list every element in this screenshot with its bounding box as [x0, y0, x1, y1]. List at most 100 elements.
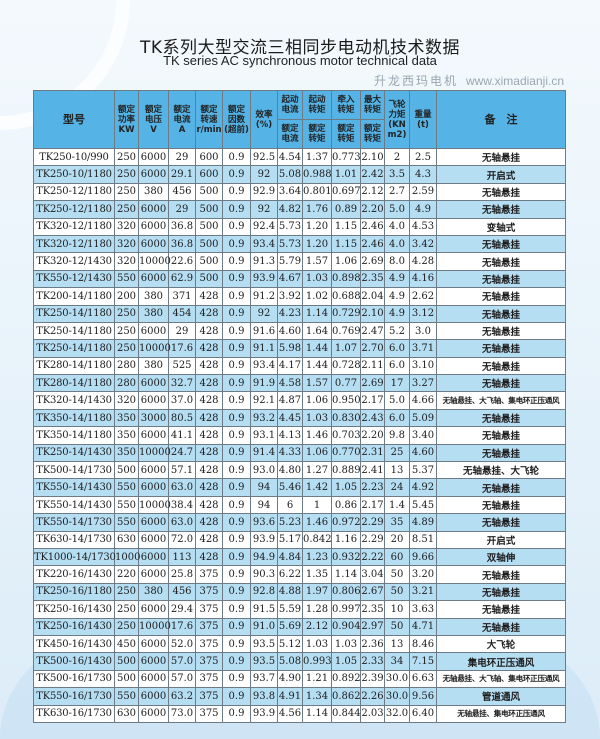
cell-power: 500	[114, 669, 139, 689]
cell-efficiency: 92	[250, 200, 278, 219]
cell-max-torque-ratio: 2.47	[360, 321, 385, 341]
cell-max-torque-ratio: 2.29	[360, 530, 385, 549]
cell-max-torque-ratio: 2.46	[360, 234, 385, 254]
cell-voltage: 380	[138, 182, 169, 202]
cell-model: TK550-14/1430	[33, 495, 115, 515]
header-power-factor: 额定 因数 (超前)	[222, 90, 251, 149]
cell-power-factor: 0.9	[222, 287, 251, 306]
cell-current: 63.0	[168, 478, 196, 497]
cell-remark: 无轴悬挂	[436, 426, 566, 445]
cell-power: 250	[114, 600, 139, 619]
header-line: 起动	[308, 95, 326, 105]
cell-current: 73.0	[168, 704, 196, 723]
cell-flywheel-moment: 30.0	[384, 687, 410, 706]
cell-max-torque-ratio: 2.03	[360, 704, 385, 723]
header-line: (KN	[388, 119, 406, 130]
table-row: TK550-14/1730 550 6000 63.0 428 0.9 93.6 5.23 1.…	[33, 513, 566, 532]
cell-voltage: 10000	[138, 339, 171, 358]
cell-start-torque-ratio: 1.06	[302, 391, 332, 410]
cell-max-torque-ratio: 2.23	[360, 478, 385, 497]
cell-pullin-torque-ratio: 0.770	[331, 443, 361, 463]
cell-weight: 4.66	[409, 391, 437, 410]
cell-max-torque-ratio: 2.41	[360, 461, 385, 480]
cell-efficiency: 93.9	[250, 704, 278, 723]
header-line: 转矩	[337, 134, 355, 144]
header-line: r/min	[196, 124, 222, 135]
table-row: TK350-14/1180 350 6000 41.1 428 0.9 93.1 4.13 1.…	[33, 426, 566, 445]
cell-current: 37.0	[168, 391, 196, 410]
cell-model: TK630-14/1730	[33, 530, 115, 549]
cell-power-factor: 0.9	[222, 217, 251, 236]
cell-flywheel-moment: 4.9	[384, 287, 410, 306]
cell-flywheel-moment: 60	[384, 547, 410, 567]
cell-power: 320	[114, 252, 139, 271]
cell-efficiency: 91.9	[250, 374, 278, 393]
cell-start-current-ratio: 6	[277, 495, 303, 515]
cell-weight: 3.42	[409, 234, 437, 254]
cell-power: 250	[114, 200, 139, 219]
cell-weight: 4.92	[409, 478, 437, 497]
cell-model: TK250-14/1180	[33, 339, 115, 358]
cell-voltage: 3000	[138, 408, 169, 428]
cell-power: 320	[114, 217, 139, 236]
cell-pullin-torque-ratio: 0.830	[331, 408, 361, 428]
header-rated-current: 额定 电流	[277, 119, 303, 149]
table-row: TK250-12/1180 250 380 456 500 0.9 92.9 3.64 0.80…	[33, 182, 566, 202]
cell-speed: 428	[195, 287, 223, 306]
cell-efficiency: 91.5	[250, 600, 278, 619]
header-line: 转矩	[363, 134, 381, 144]
cell-pullin-torque-ratio: 1.15	[331, 234, 361, 254]
cell-model: TK550-12/1430	[33, 269, 115, 289]
cell-pullin-torque-ratio: 1.01	[331, 165, 361, 184]
cell-max-torque-ratio: 2.04	[360, 287, 385, 306]
header-line: 额定	[308, 124, 326, 134]
table-row: TK280-14/1180 280 380 525 428 0.9 93.4 4.17 1.44…	[33, 356, 566, 376]
cell-weight: 7.15	[409, 652, 437, 671]
cell-weight: 8.46	[409, 634, 437, 654]
cell-start-current-ratio: 4.33	[277, 443, 303, 463]
cell-weight: 8.51	[409, 530, 437, 549]
motor-spec-table: 型号 额定 功率 KW 额定 电压 V 额定 电流 A 额定 转速 r/min 额定 因数 (超前)…	[33, 90, 566, 723]
cell-voltage: 6000	[138, 704, 169, 723]
cell-max-torque-ratio: 2.69	[360, 252, 385, 271]
cell-model: TK630-16/1730	[33, 704, 115, 723]
header-line: 电流	[281, 105, 299, 115]
cell-weight: 9.66	[409, 547, 437, 567]
table-row: TK250-16/1430 250 6000 29.4 375 0.9 91.5 5.59 1.…	[33, 600, 566, 619]
cell-voltage: 6000	[138, 461, 169, 480]
cell-max-torque-ratio: 2.10	[360, 147, 385, 167]
cell-model: TK320-14/1430	[33, 391, 115, 410]
cell-speed: 428	[195, 426, 223, 445]
cell-start-current-ratio: 4.23	[277, 304, 303, 323]
header-line: 额定	[200, 104, 218, 115]
cell-start-current-ratio: 4.54	[277, 147, 303, 167]
cell-speed: 428	[195, 478, 223, 497]
cell-start-torque-ratio: 1.02	[302, 287, 332, 306]
cell-efficiency: 91.3	[250, 252, 278, 271]
cell-voltage: 6000	[138, 147, 169, 167]
cell-start-torque-ratio: 1.23	[302, 547, 332, 567]
cell-start-torque-ratio: 1.03	[302, 269, 332, 289]
cell-pullin-torque-ratio: 1.06	[331, 252, 361, 271]
cell-current: 36.8	[168, 217, 196, 236]
cell-speed: 375	[195, 600, 223, 619]
cell-start-current-ratio: 4.45	[277, 408, 303, 428]
table-row: TK280-14/1180 280 6000 32.7 428 0.9 91.9 4.58 1.…	[33, 374, 566, 393]
cell-remark: 无轴悬挂	[436, 147, 566, 167]
cell-start-current-ratio: 4.88	[277, 582, 303, 602]
cell-start-current-ratio: 5.98	[277, 339, 303, 358]
cell-weight: 2.62	[409, 287, 437, 306]
cell-power-factor: 0.9	[222, 182, 251, 202]
cell-remark: 无轴悬挂	[436, 374, 566, 393]
cell-current: 17.6	[168, 339, 196, 358]
cell-efficiency: 93.5	[250, 634, 278, 654]
table-row: TK630-16/1730 630 6000 73.0 375 0.9 93.9 4.56 1.…	[33, 704, 566, 723]
cell-start-current-ratio: 5.73	[277, 217, 303, 236]
cell-voltage: 6000	[138, 634, 169, 654]
cell-start-torque-ratio: 1.34	[302, 687, 332, 706]
cell-power: 320	[114, 391, 139, 410]
cell-start-torque-ratio: 1.57	[302, 252, 332, 271]
cell-efficiency: 93.7	[250, 669, 278, 689]
header-line: 额定	[144, 104, 162, 115]
cell-speed: 428	[195, 339, 223, 358]
